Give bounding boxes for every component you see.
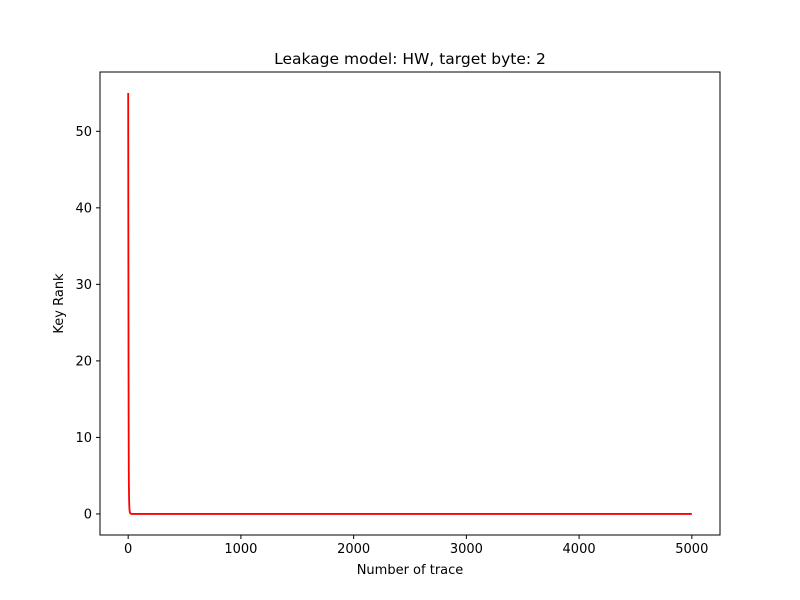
x-tick-label: 2000	[337, 542, 370, 557]
y-tick-label: 50	[75, 125, 92, 140]
y-axis-ticks: 0 10 20 30 40 50	[75, 125, 100, 522]
y-tick-label: 20	[75, 354, 92, 369]
x-tick-label: 0	[124, 542, 132, 557]
x-axis-label: Number of trace	[357, 563, 464, 578]
plot-frame	[99, 71, 721, 536]
x-axis-ticks: 0 1000 2000 3000 4000 5000	[124, 535, 708, 557]
key-rank-series-line	[127, 93, 692, 515]
chart-title: Leakage model: HW, target byte: 2	[274, 50, 546, 68]
x-tick-label: 3000	[450, 542, 483, 557]
y-tick-label: 30	[75, 278, 92, 293]
series-layer	[127, 93, 692, 515]
x-tick-label: 4000	[563, 542, 596, 557]
y-tick-label: 10	[75, 431, 92, 446]
x-tick-label: 1000	[224, 542, 257, 557]
y-axis-label: Key Rank	[52, 273, 67, 334]
y-tick-label: 0	[84, 507, 92, 522]
x-tick-label: 5000	[675, 542, 708, 557]
plot-area	[99, 71, 721, 536]
y-tick-label: 40	[75, 201, 92, 216]
